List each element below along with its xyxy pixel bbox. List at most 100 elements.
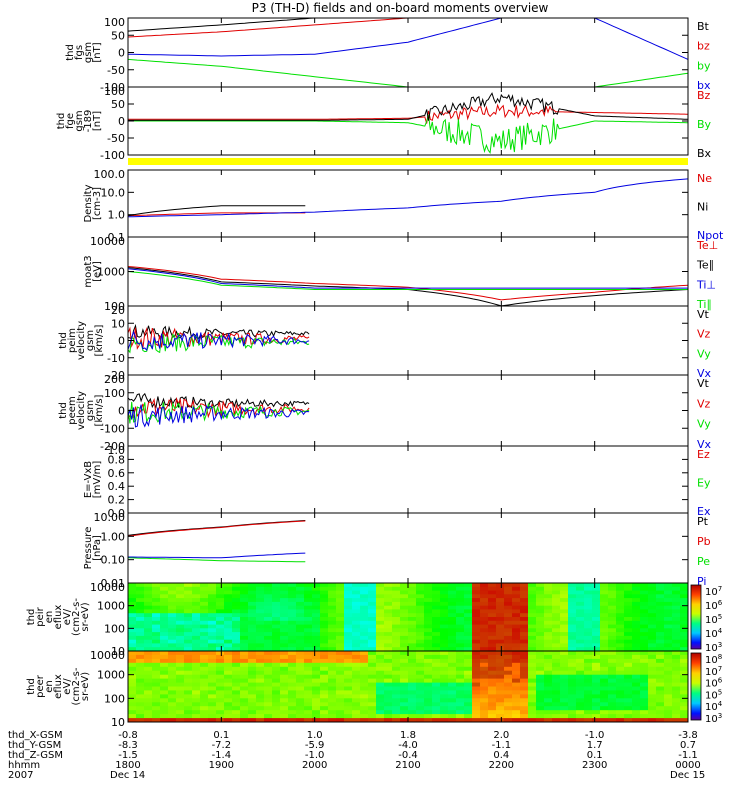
spectrogram-cell: [216, 674, 225, 680]
footer-value: 0000: [675, 760, 700, 771]
spectrogram-cell: [440, 698, 449, 703]
spectrogram-cell: [416, 678, 425, 683]
spectrogram-cell: [600, 586, 609, 592]
spectrogram-cell: [312, 639, 321, 644]
spectrogram-cell: [632, 690, 641, 695]
spectrogram-cell: [160, 682, 169, 687]
y-tick-label: 1000: [97, 266, 125, 279]
y-tick-label: -50: [107, 132, 125, 145]
spectrogram-cell: [616, 628, 625, 633]
legend-Ey: Ey: [697, 477, 711, 490]
spectrogram-cell: [168, 682, 177, 687]
spectrogram-cell: [472, 620, 481, 626]
spectrogram-cell: [168, 617, 177, 622]
spectrogram-cell: [440, 590, 449, 595]
spectrogram-cell: [320, 658, 329, 664]
spectrogram-cell: [616, 617, 625, 622]
spectrogram-cell: [352, 590, 361, 595]
spectrogram-cell: [352, 601, 361, 607]
spectrogram-cell: [152, 678, 161, 683]
spectrogram-cell: [328, 605, 337, 610]
spectrogram-cell: [176, 586, 185, 592]
spectrogram-cell: [504, 613, 513, 618]
spectrogram-cell: [408, 698, 417, 703]
spectrogram-cell: [480, 690, 489, 695]
spectrogram-cell: [608, 698, 617, 703]
spectrogram-cell: [360, 594, 369, 599]
spectrogram-cell: [408, 678, 417, 683]
spectrogram-cell: [200, 662, 209, 668]
spectrogram-cell: [144, 654, 153, 660]
spectrogram-cell: [192, 710, 201, 715]
y-tick-label: 1000: [97, 669, 125, 682]
spectrogram-cell: [208, 702, 217, 707]
spectrogram-cell: [168, 609, 177, 614]
spectrogram-cell: [136, 605, 145, 610]
spectrogram-cell: [256, 686, 265, 691]
spectrogram-cell: [464, 617, 473, 622]
spectrogram-cell: [408, 617, 417, 622]
spectrogram-cell: [576, 590, 585, 595]
spectrogram-cell: [256, 666, 265, 672]
spectrogram-cell: [408, 651, 417, 656]
spectrogram-cell: [616, 718, 625, 723]
spectrogram-cell: [304, 714, 313, 719]
spectrogram-cell: [280, 620, 289, 626]
footer-value: Dec 15: [670, 770, 705, 781]
spectrogram-cell: [536, 714, 545, 719]
spectrogram-cell: [440, 601, 449, 607]
spectrogram-cell: [432, 682, 441, 687]
spectrogram-cell: [608, 654, 617, 660]
spectrogram-cell: [488, 678, 497, 683]
spectrogram-cell: [152, 639, 161, 644]
spectrogram-cell: [296, 690, 305, 695]
spectrogram-cell: [552, 674, 561, 680]
y-tick-label: 0.6: [108, 467, 126, 480]
spectrogram-cell: [176, 674, 185, 680]
spectrogram-cell: [448, 718, 457, 723]
spectrogram-cell: [584, 639, 593, 644]
spectrogram-cell: [448, 617, 457, 622]
spectrogram-cell: [664, 635, 673, 641]
spectrogram-cell: [288, 594, 297, 599]
spectrogram-cell: [312, 594, 321, 599]
spectrogram-cell: [632, 658, 641, 664]
spectrogram-cell: [288, 674, 297, 680]
spectrogram-cell: [408, 609, 417, 614]
spectrogram-cell: [232, 702, 241, 707]
spectrogram-cell: [192, 609, 201, 614]
spectrogram-cell: [296, 698, 305, 703]
spectrogram-cell: [160, 609, 169, 614]
spectrogram-cell: [376, 718, 385, 723]
spectrogram-cell: [408, 674, 417, 680]
spectrogram-cell: [504, 598, 513, 603]
spectrogram-cell: [184, 617, 193, 622]
spectrogram-cell: [472, 702, 481, 707]
spectrogram-cell: [352, 714, 361, 719]
spectrogram-cell: [624, 670, 633, 676]
spectrogram-cell: [128, 670, 137, 676]
spectrogram-cell: [440, 609, 449, 614]
spectrogram-cell: [184, 678, 193, 683]
spectrogram-cell: [272, 718, 281, 723]
spectrogram-cell: [392, 674, 401, 680]
spectrogram-cell: [592, 651, 601, 656]
spectrogram-cell: [312, 617, 321, 622]
spectrogram-cell: [624, 628, 633, 633]
spectrogram-cell: [272, 590, 281, 595]
spectrogram-cell: [136, 710, 145, 715]
spectrogram-cell: [592, 628, 601, 633]
spectrogram-cell: [432, 598, 441, 603]
spectrogram-cell: [192, 605, 201, 610]
spectrogram-cell: [424, 639, 433, 644]
spectrogram-cell: [616, 643, 625, 648]
spectrogram-cell: [360, 635, 369, 641]
spectrogram-cell: [680, 624, 689, 629]
spectrogram-cell: [480, 628, 489, 633]
spectrogram-cell: [208, 674, 217, 680]
spectrogram-cell: [672, 624, 681, 629]
spectrogram-cell: [464, 682, 473, 687]
spectrogram-cell: [208, 654, 217, 660]
